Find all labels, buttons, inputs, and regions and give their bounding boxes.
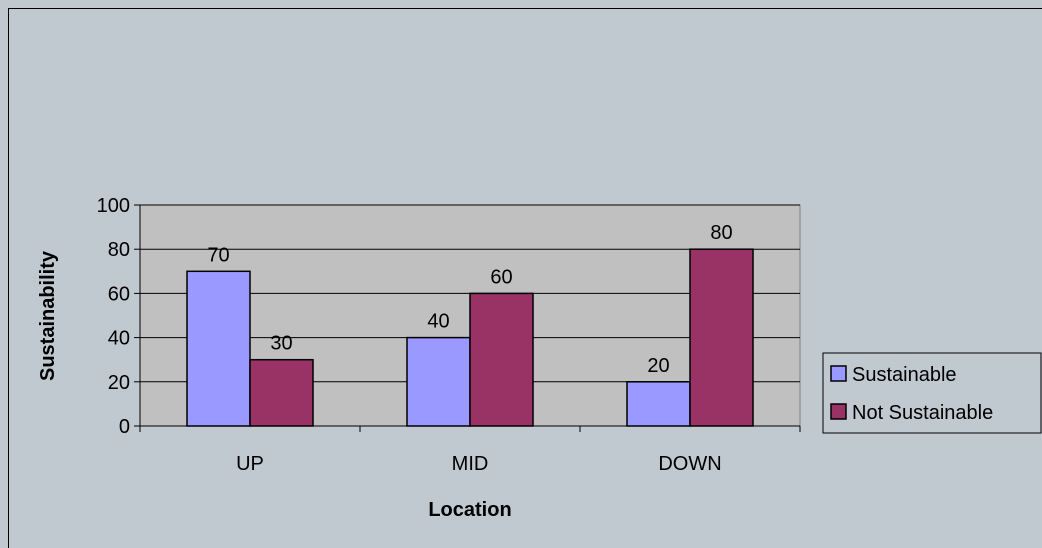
bar-not-sustainable-mid	[469, 292, 534, 427]
legend-entry: Sustainable	[852, 364, 957, 386]
plot-layer: 0 20 40 60 80 100 70 30 UP 40 60 MID 20 80 DOWN	[97, 195, 801, 475]
bar-sustainable-down	[626, 381, 691, 427]
data-label: 40	[427, 311, 449, 333]
y-tick-label: 0	[119, 416, 130, 438]
y-tick-label: 20	[108, 372, 130, 394]
data-label: 30	[270, 333, 292, 355]
x-tick-label: MID	[452, 453, 489, 475]
bar-not-sustainable-up	[249, 358, 314, 427]
y-tick-label: 40	[108, 328, 130, 350]
y-tick-label: 60	[108, 283, 130, 305]
bar-sustainable-up	[186, 270, 251, 427]
legend-swatch	[830, 365, 847, 382]
bar-not-sustainable-down	[689, 248, 754, 427]
legend-entry: Not Sustainable	[852, 402, 993, 424]
legend-swatch	[830, 403, 847, 420]
legend-box	[822, 352, 1042, 434]
chart-area	[8, 8, 1042, 548]
data-label: 20	[647, 355, 669, 377]
y-tick-label: 80	[108, 239, 130, 261]
y-axis-title: Sustainability	[37, 250, 59, 381]
data-label: 60	[490, 266, 512, 288]
x-tick-label: UP	[236, 453, 264, 475]
x-tick-label: DOWN	[658, 453, 721, 475]
data-label: 70	[207, 244, 229, 266]
bar-sustainable-mid	[406, 336, 471, 427]
data-label: 80	[710, 222, 732, 244]
legend: Sustainable Not Sustainable	[822, 352, 1042, 434]
x-axis-title: Location	[428, 499, 511, 521]
y-tick-label: 100	[97, 195, 130, 217]
